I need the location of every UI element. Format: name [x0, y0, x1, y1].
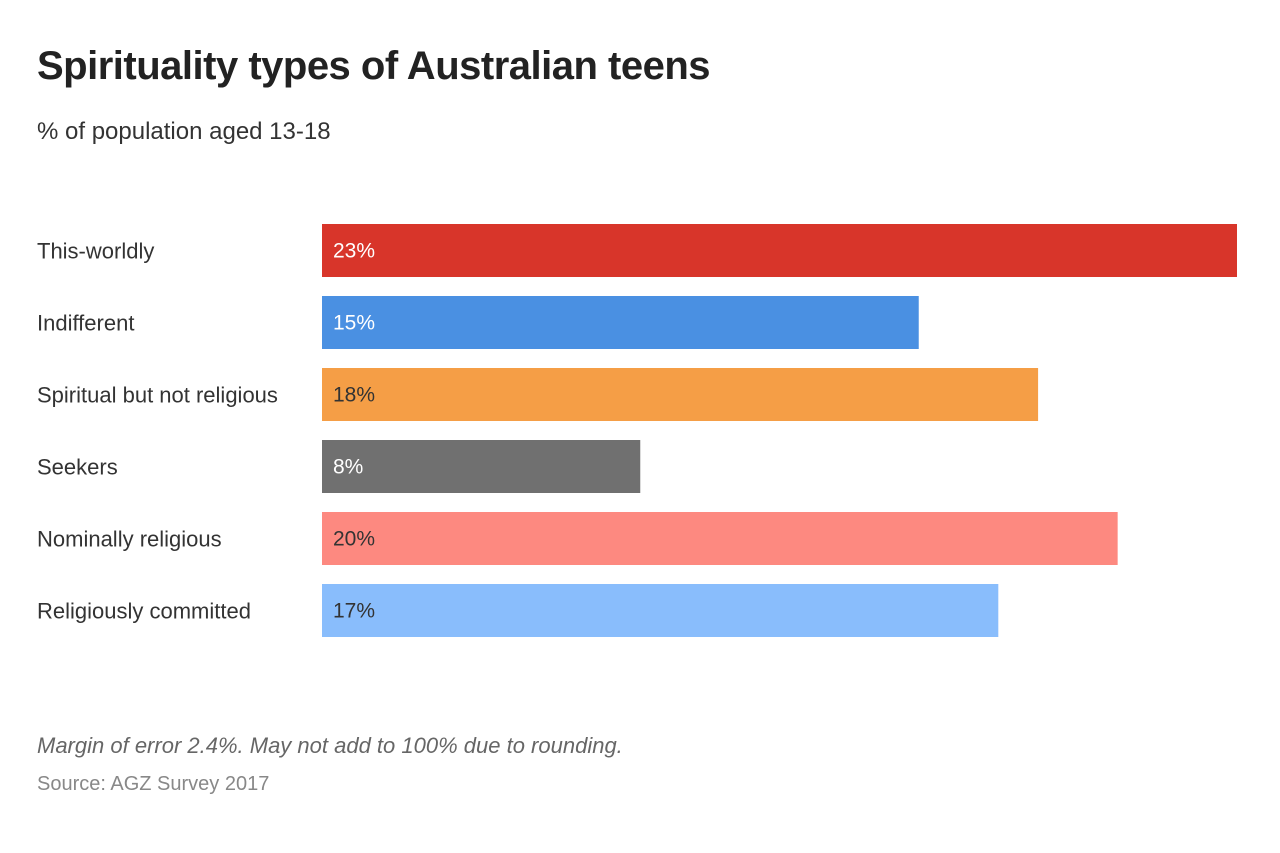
- bar-group: Seekers 8%: [37, 440, 641, 493]
- bar: [322, 440, 641, 493]
- bar: [322, 584, 999, 637]
- chart-title: Spirituality types of Australian teens: [37, 44, 711, 88]
- bar-group: This-worldly 23%: [37, 224, 1237, 277]
- bar-group: Religiously committed 17%: [37, 584, 999, 637]
- category-label: Seekers: [37, 455, 118, 480]
- chart-source: Source: AGZ Survey 2017: [37, 773, 270, 795]
- chart-note: Margin of error 2.4%. May not add to 100…: [37, 733, 623, 758]
- bar-group: Spiritual but not religious 18%: [37, 368, 1039, 421]
- category-label: This-worldly: [37, 239, 154, 264]
- bar: [322, 224, 1237, 277]
- bar: [322, 368, 1039, 421]
- data-label: 15%: [333, 312, 375, 335]
- category-label: Spiritual but not religious: [37, 383, 278, 408]
- bar: [322, 512, 1118, 565]
- category-label: Religiously committed: [37, 599, 251, 624]
- data-label: 18%: [333, 384, 375, 407]
- chart-subtitle: % of population aged 13-18: [37, 118, 331, 145]
- data-label: 8%: [333, 456, 363, 479]
- bar: [322, 296, 919, 349]
- bar-group: Indifferent 15%: [37, 296, 919, 349]
- category-label: Indifferent: [37, 311, 134, 336]
- data-label: 20%: [333, 528, 375, 551]
- bar-group: Nominally religious 20%: [37, 512, 1118, 565]
- data-label: 23%: [333, 240, 375, 263]
- category-label: Nominally religious: [37, 527, 222, 552]
- data-label: 17%: [333, 600, 375, 623]
